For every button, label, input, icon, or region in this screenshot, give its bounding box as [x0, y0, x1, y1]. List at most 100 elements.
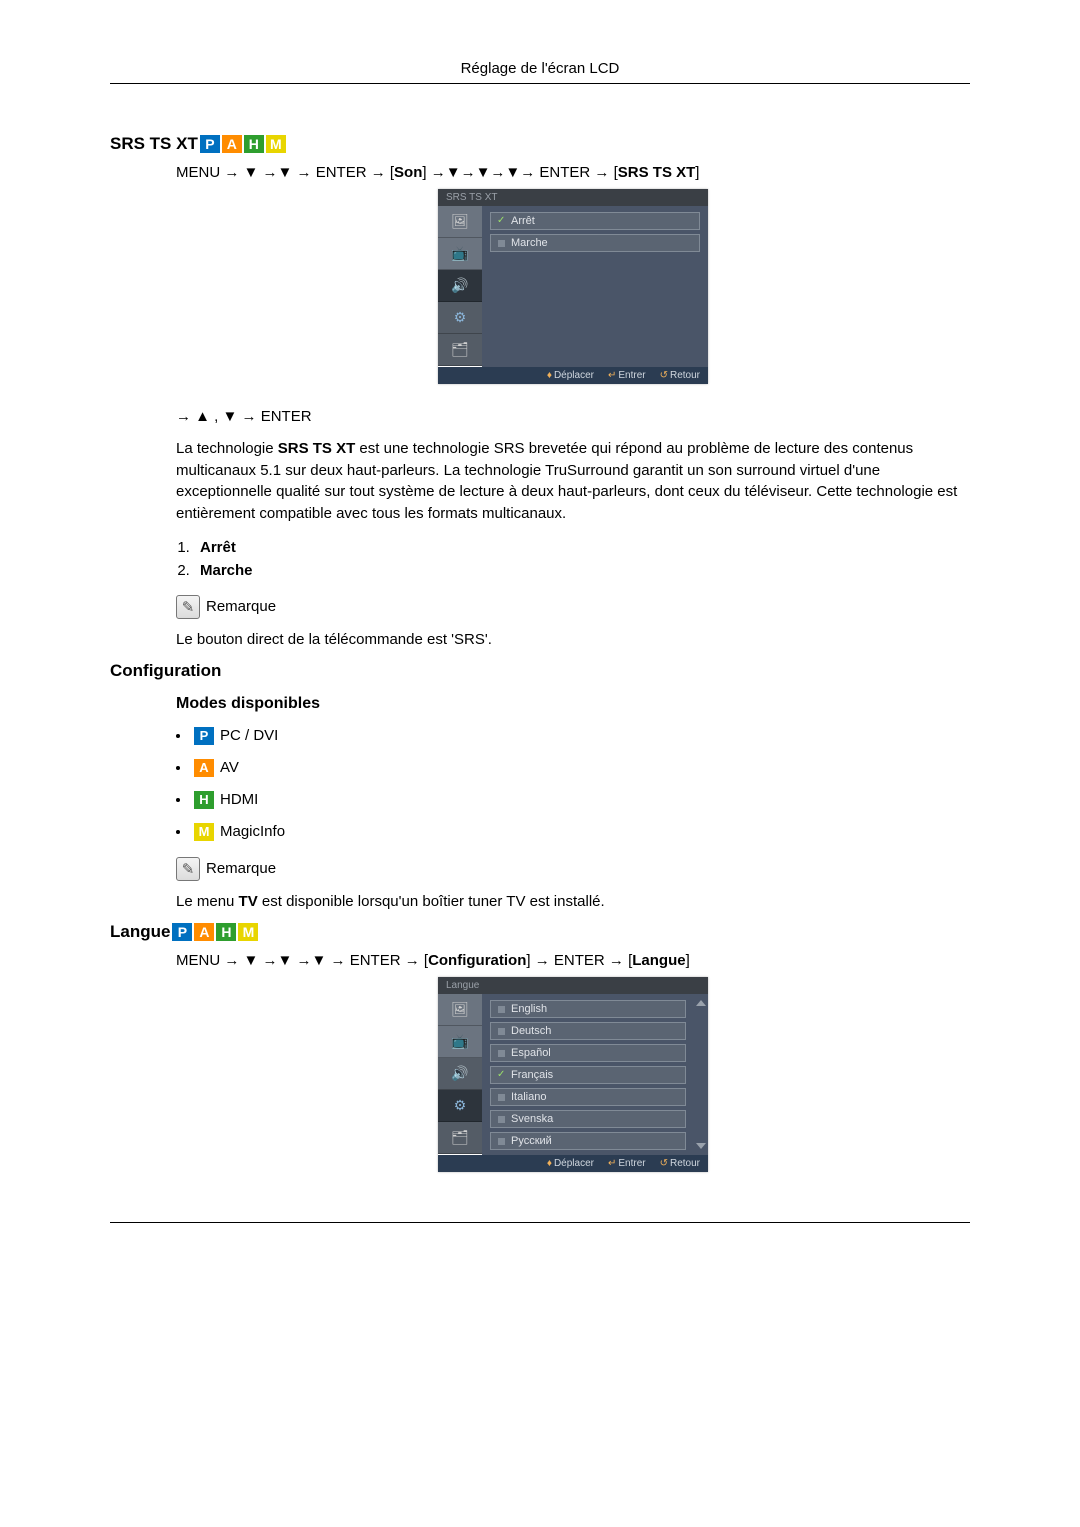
section-title-langue: Langue P A H M — [110, 922, 970, 942]
path-end-label: SRS TS XT — [618, 164, 696, 181]
modes-list: PPC / DVI AAV HHDMI MMagicInfo — [176, 727, 970, 841]
scroll-up-icon — [696, 1000, 706, 1006]
desc-text: La technologie — [176, 440, 278, 457]
badge-p-icon: P — [172, 923, 192, 941]
note-label: Remarque — [206, 860, 276, 877]
path-text: ] — [695, 164, 699, 181]
list-item: H HDMI — [176, 791, 970, 809]
section-title-config: Configuration — [110, 661, 970, 681]
badge-m-icon: M — [238, 923, 258, 941]
badge-m-icon: M — [266, 135, 286, 153]
osd-item: English — [490, 1000, 686, 1018]
list-item: Arrêt — [194, 539, 970, 556]
langue-menu-path: MENU → ▼ →▼ →▼ → ENTER → [Configuration]… — [176, 952, 970, 969]
bullet-icon — [176, 830, 180, 834]
path-son: Son — [394, 164, 422, 181]
srs-description: La technologie SRS TS XT est une technol… — [176, 438, 970, 525]
note-text: Le menu — [176, 893, 239, 910]
osd-content: Arrêt Marche — [482, 206, 708, 367]
list-item: M MagicInfo — [176, 823, 970, 841]
note-row: ✎ Remarque — [176, 857, 970, 881]
osd-srs: SRS TS XT 🖼 📺 🔊 ⚙ 🗂 Arrêt Marche ♦Déplac… — [438, 189, 708, 384]
srs-options-list: Arrêt Marche — [194, 539, 970, 579]
bullet-icon — [176, 734, 180, 738]
osd-item: Italiano — [490, 1088, 686, 1106]
osd-tab-icon: 📺 — [438, 1026, 482, 1058]
modes-subtitle: Modes disponibles — [176, 695, 970, 713]
config-title-text: Configuration — [110, 661, 221, 681]
osd-tab-icon: 🗂 — [438, 1122, 482, 1154]
osd-icon-column: 🖼 📺 🔊 ⚙ 🗂 — [438, 206, 482, 367]
osd-footer: ♦Déplacer ↵Entrer ↺Retour — [438, 367, 708, 384]
osd-item: Arrêt — [490, 212, 700, 230]
osd-content: EnglishDeutschEspañolFrançaisItalianoSve… — [482, 994, 708, 1155]
badge-h-icon: H — [244, 135, 264, 153]
path-text: ] → ENTER → [ — [526, 952, 632, 969]
osd-tab-icon: 🖼 — [438, 206, 482, 238]
osd-title: Langue — [438, 977, 708, 994]
srs-nav-line: → ▲ , ▼ → ENTER — [176, 406, 970, 428]
config-note-text: Le menu TV est disponible lorsqu'un boît… — [176, 891, 970, 913]
bullet-icon — [176, 766, 180, 770]
srs-title-text: SRS TS XT — [110, 134, 198, 154]
list-item: Marche — [194, 562, 970, 579]
osd-item: Svenska — [490, 1110, 686, 1128]
page-header: Réglage de l'écran LCD — [110, 60, 970, 84]
mode-label: MagicInfo — [220, 823, 285, 840]
bullet-icon — [176, 798, 180, 802]
option-label: Marche — [200, 562, 253, 579]
osd-tab-icon: 🖼 — [438, 994, 482, 1026]
badge-m-icon: M — [194, 823, 214, 841]
badge-p-icon: P — [194, 727, 214, 745]
footer-rule — [110, 1222, 970, 1223]
note-icon: ✎ — [176, 857, 200, 881]
badge-h-icon: H — [216, 923, 236, 941]
scroll-down-icon — [696, 1143, 706, 1149]
osd-item: Deutsch — [490, 1022, 686, 1040]
badge-a-icon: A — [222, 135, 242, 153]
srs-note-text: Le bouton direct de la télécommande est … — [176, 629, 970, 651]
osd-footer-return: Retour — [670, 370, 700, 381]
badge-h-icon: H — [194, 791, 214, 809]
path-end-label: Langue — [632, 952, 685, 969]
desc-bold: SRS TS XT — [278, 440, 356, 457]
list-item: P PC / DVI — [176, 727, 970, 745]
note-row: ✎ Remarque — [176, 595, 970, 619]
osd-item: Русский — [490, 1132, 686, 1150]
badge-p-icon: P — [200, 135, 220, 153]
osd-tab-icon: 🔊 — [438, 1058, 482, 1090]
badge-a-icon: A — [194, 923, 214, 941]
osd-footer-return: Retour — [670, 1158, 700, 1169]
osd-footer-enter: Entrer — [618, 370, 645, 381]
osd-footer-move: Déplacer — [554, 1158, 594, 1169]
mode-label: PC / DVI — [220, 727, 278, 744]
langue-title-text: Langue — [110, 922, 170, 942]
osd-footer-enter: Entrer — [618, 1158, 645, 1169]
srs-menu-path: MENU → ▼ →▼ → ENTER → [Son] →▼→▼→▼→ ENTE… — [176, 164, 970, 181]
osd-tab-icon: 📺 — [438, 238, 482, 270]
note-text: est disponible lorsqu'un boîtier tuner T… — [258, 893, 605, 910]
mode-label: AV — [220, 759, 239, 776]
path-text: ] →▼→▼→▼→ ENTER → [ — [422, 164, 617, 181]
mode-label: HDMI — [220, 791, 258, 808]
osd-tab-icon: ⚙ — [438, 302, 482, 334]
osd-tab-icon: ⚙ — [438, 1090, 482, 1122]
option-label: Arrêt — [200, 539, 236, 556]
osd-tab-icon: 🗂 — [438, 334, 482, 366]
path-text: MENU → ▼ →▼ → ENTER → [ — [176, 164, 394, 181]
osd-footer: ♦Déplacer ↵Entrer ↺Retour — [438, 1155, 708, 1172]
path-text: ] — [686, 952, 690, 969]
osd-icon-column: 🖼 📺 🔊 ⚙ 🗂 — [438, 994, 482, 1155]
osd-scrollbar — [696, 1000, 706, 1149]
note-label: Remarque — [206, 598, 276, 615]
osd-item: Español — [490, 1044, 686, 1062]
osd-langue: Langue 🖼 📺 🔊 ⚙ 🗂 EnglishDeutschEspañolFr… — [438, 977, 708, 1172]
osd-footer-move: Déplacer — [554, 370, 594, 381]
osd-title: SRS TS XT — [438, 189, 708, 206]
path-cfg: Configuration — [428, 952, 526, 969]
osd-tab-icon: 🔊 — [438, 270, 482, 302]
section-title-srs: SRS TS XT P A H M — [110, 134, 970, 154]
note-bold: TV — [239, 893, 258, 910]
note-icon: ✎ — [176, 595, 200, 619]
osd-item: Marche — [490, 234, 700, 252]
